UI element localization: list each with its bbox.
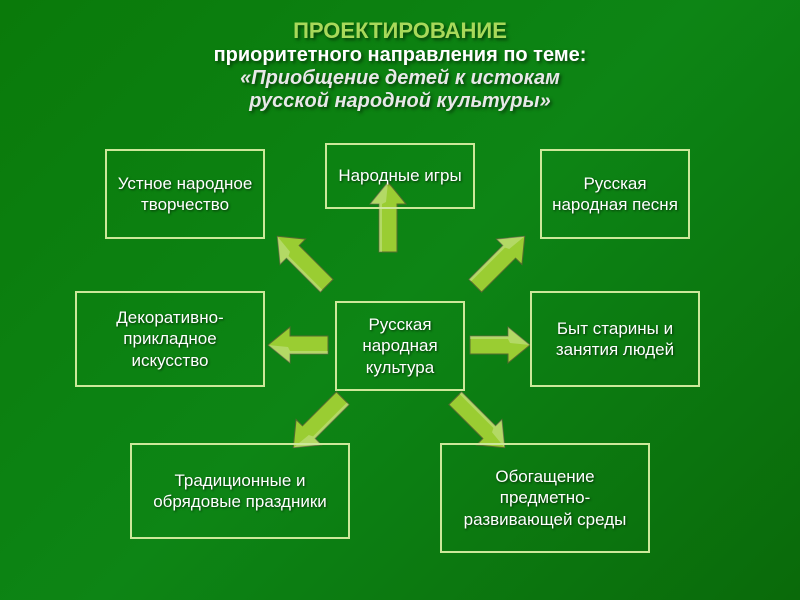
node-top-left: Устное народное творчество	[105, 149, 265, 239]
title-line3a: «Приобщение детей к истокам	[40, 67, 760, 90]
node-center: Русская народная культура	[335, 301, 465, 391]
title-block: ПРОЕКТИРОВАНИЕ приоритетного направления…	[0, 0, 800, 123]
node-bottom-right: Обогащение предметно-развивающей среды	[440, 443, 650, 553]
node-top-right: Русская народная песня	[540, 149, 690, 239]
node-mid-left: Декоративно-прикладное искусство	[75, 291, 265, 387]
diagram-area: Русская народная культура Народные игры …	[0, 123, 800, 583]
node-mid-right: Быт старины и занятия людей	[530, 291, 700, 387]
node-bottom-left: Традиционные и обрядовые праздники	[130, 443, 350, 539]
title-line2: приоритетного направления по теме:	[40, 44, 760, 67]
title-line3b: русской народной культуры»	[40, 90, 760, 113]
title-line1: ПРОЕКТИРОВАНИЕ	[40, 18, 760, 44]
node-top: Народные игры	[325, 143, 475, 209]
